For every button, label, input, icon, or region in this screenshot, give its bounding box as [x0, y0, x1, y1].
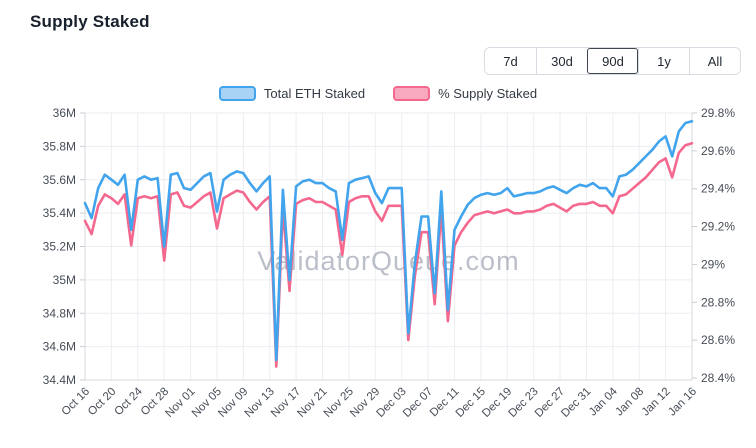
- series-line-pct-supply-staked: [83, 142, 694, 368]
- chart-legend: Total ETH Staked % Supply Staked: [0, 86, 756, 101]
- x-axis-label: Oct 16: [60, 386, 92, 418]
- x-axis-label: Dec 31: [559, 386, 593, 420]
- legend-item-total-eth-staked[interactable]: Total ETH Staked: [218, 86, 366, 101]
- left-axis-label: 35M: [53, 273, 76, 287]
- range-button-1y[interactable]: 1y: [638, 48, 689, 74]
- right-axis-label: 28.4%: [701, 371, 735, 385]
- left-axis-label: 35.2M: [43, 240, 76, 254]
- x-axis-label: Jan 16: [666, 386, 699, 419]
- right-axis-label: 29%: [701, 257, 725, 271]
- legend-label: Total ETH Staked: [263, 86, 366, 101]
- right-axis-label: 28.8%: [701, 295, 735, 309]
- legend-item-pct-supply-staked[interactable]: % Supply Staked: [393, 86, 537, 101]
- x-axis-label: Oct 20: [86, 386, 118, 418]
- right-axis-label: 29.6%: [701, 144, 735, 158]
- left-axis-label: 35.4M: [43, 206, 76, 220]
- right-axis-label: 29.2%: [701, 220, 735, 234]
- left-axis-label: 35.8M: [43, 139, 76, 153]
- x-axis-label: Dec 07: [401, 386, 435, 420]
- legend-swatch: [393, 86, 431, 101]
- right-axis-label: 28.6%: [701, 333, 735, 347]
- x-axis-label: Oct 24: [112, 385, 145, 418]
- legend-label: % Supply Staked: [438, 86, 538, 101]
- time-range-selector: 7d 30d 90d 1y All: [484, 47, 741, 75]
- right-axis-label: 29.8%: [701, 106, 735, 120]
- page-title: Supply Staked: [30, 12, 150, 31]
- range-button-90d[interactable]: 90d: [587, 48, 638, 74]
- left-axis-label: 36M: [53, 106, 76, 120]
- watermark: ValidatorQueue.com: [257, 246, 519, 276]
- left-axis-label: 34.6M: [43, 340, 76, 354]
- x-axis-label: Jan 12: [640, 386, 673, 419]
- legend-swatch: [218, 86, 256, 101]
- range-button-all[interactable]: All: [689, 48, 740, 74]
- range-button-7d[interactable]: 7d: [485, 48, 536, 74]
- series-line-total-eth-staked: [83, 120, 694, 362]
- left-axis-label: 34.8M: [43, 306, 76, 320]
- x-axis-label: Jan 08: [613, 386, 646, 419]
- x-axis-label: Jan 04: [587, 385, 620, 418]
- right-axis-label: 29.4%: [701, 182, 735, 196]
- range-button-30d[interactable]: 30d: [536, 48, 587, 74]
- left-axis-label: 35.6M: [43, 173, 76, 187]
- left-axis-label: 34.4M: [43, 373, 76, 387]
